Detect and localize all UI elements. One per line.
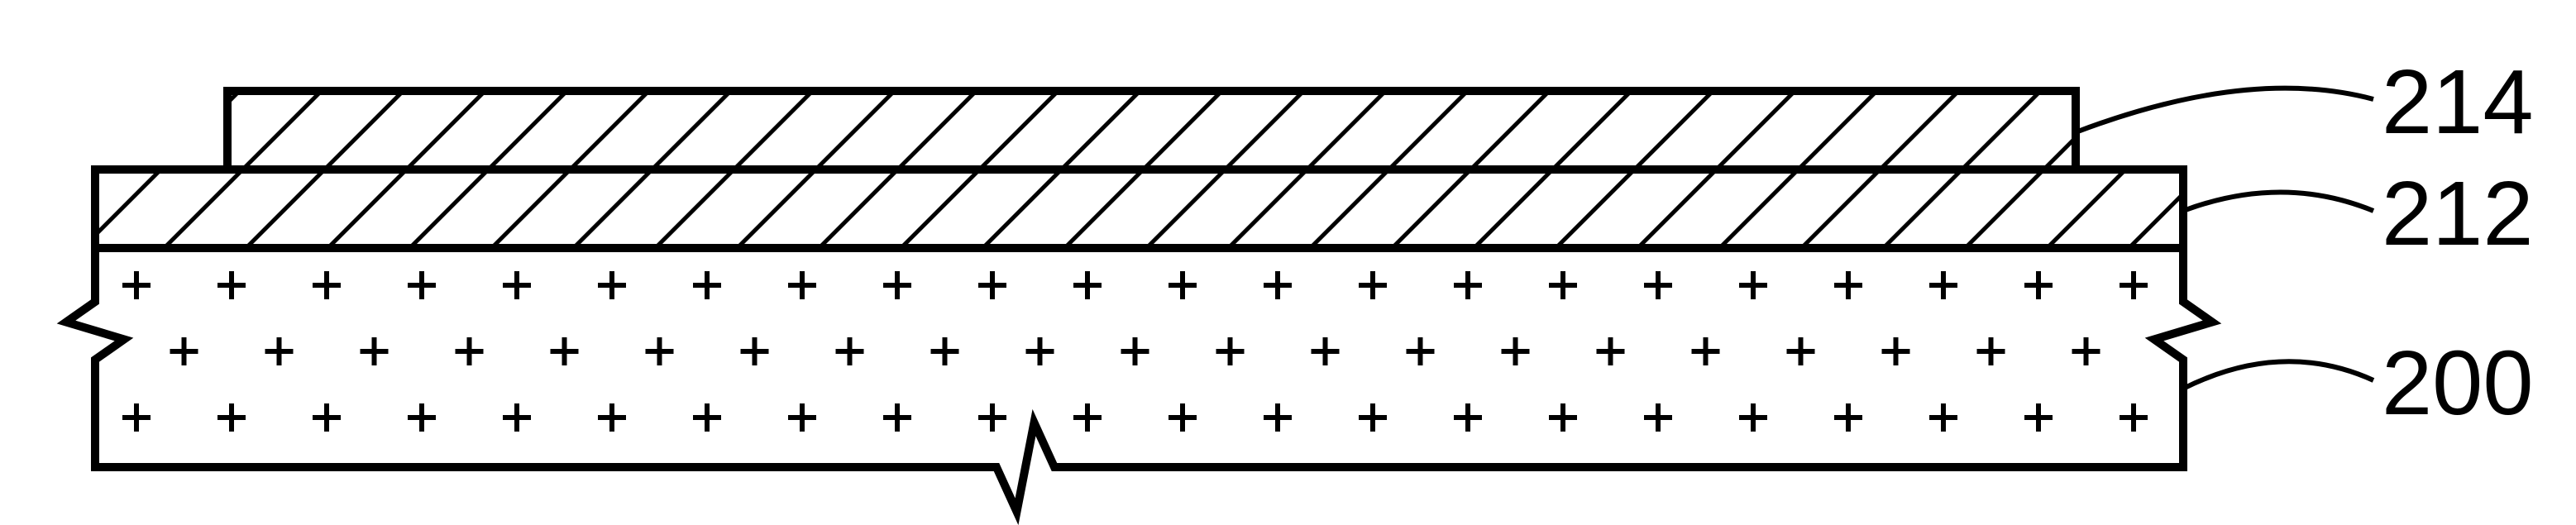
label-214: 214 <box>2382 50 2534 155</box>
label-200: 200 <box>2382 331 2534 436</box>
diagram-svg <box>0 0 2576 525</box>
label-212: 212 <box>2382 161 2534 266</box>
diagram-canvas: 214 212 200 <box>0 0 2576 525</box>
